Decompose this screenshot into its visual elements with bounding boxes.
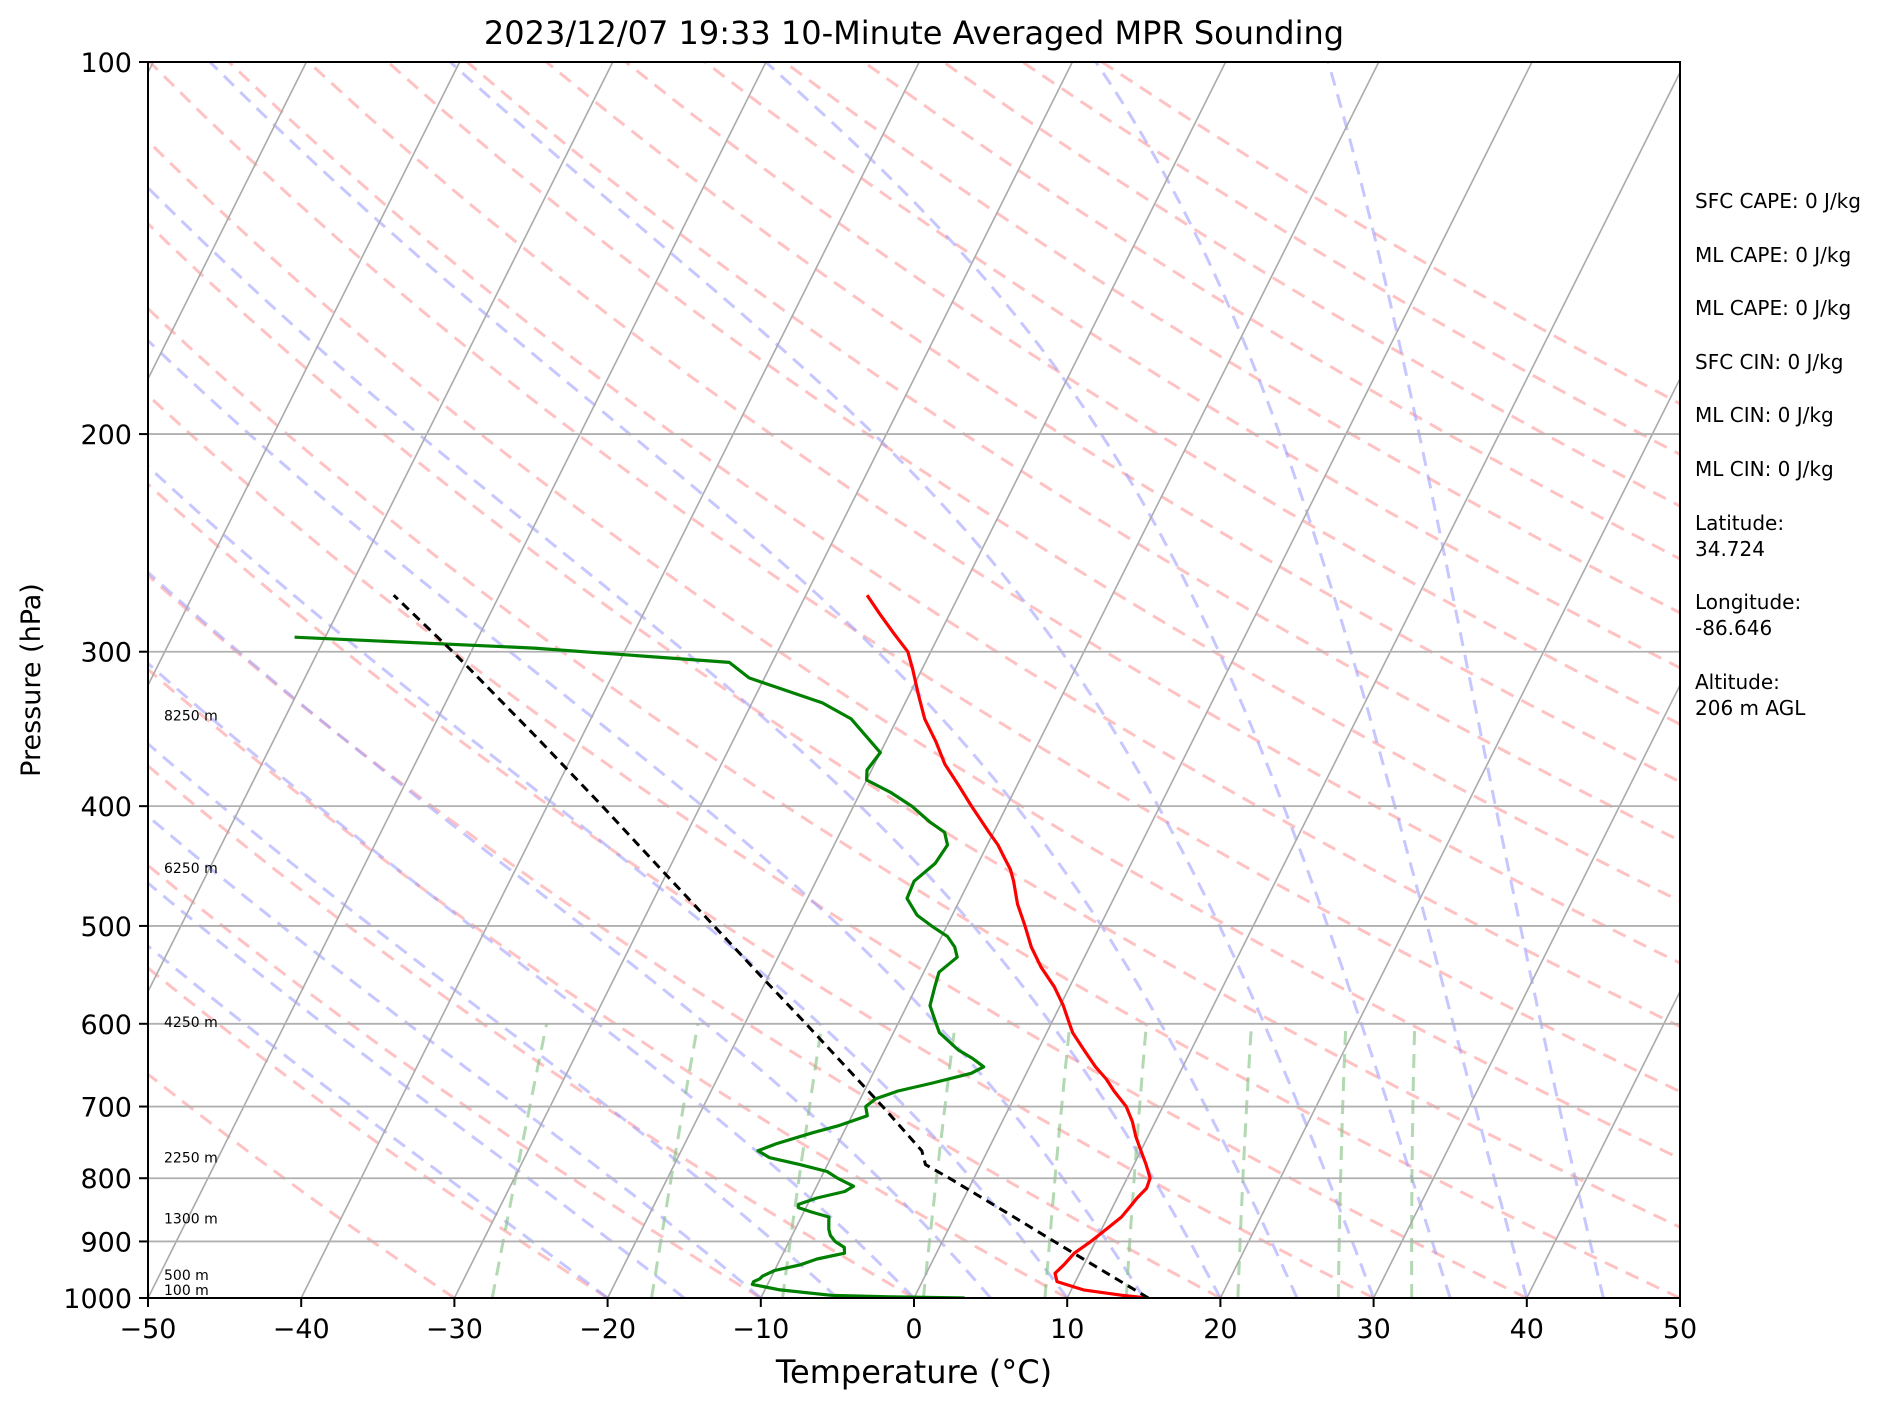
y-tick-label: 1000	[63, 1284, 132, 1315]
x-tick-label: 20	[1203, 1314, 1237, 1345]
height-label: 500 m	[164, 1268, 209, 1284]
info-line: 206 m AGL	[1695, 696, 1806, 720]
moist-adiabat	[1094, 62, 1529, 1298]
isotherm	[760, 62, 1380, 1298]
height-label: 4250 m	[164, 1015, 218, 1031]
moist-adiabat	[148, 944, 609, 1298]
dry-adiabat	[148, 863, 762, 1298]
moist-adiabat	[148, 661, 916, 1298]
y-tick-label: 500	[80, 912, 132, 943]
moist-adiabat	[148, 570, 992, 1298]
isotherm	[1526, 989, 1680, 1298]
info-line: SFC CAPE: 0 J/kg	[1695, 189, 1861, 213]
dry-adiabat	[148, 306, 1680, 1298]
moist-adiabat	[449, 62, 1376, 1298]
temperature-line	[865, 594, 1152, 1298]
isotherm	[1066, 70, 1680, 1298]
x-axis: −50 −40 −30 −20 −10 0 10 20 30 40 50	[120, 1298, 1697, 1345]
info-line: Longitude:	[1695, 590, 1801, 614]
x-tick-label: −10	[732, 1314, 789, 1345]
height-label: 6250 m	[164, 861, 218, 877]
dry-adiabat	[148, 221, 1680, 1229]
isotherm	[1219, 377, 1680, 1298]
isotherm	[1372, 683, 1680, 1298]
dry-adiabat	[148, 763, 915, 1298]
y-tick-label: 800	[80, 1164, 132, 1195]
x-axis-label: Temperature (°C)	[775, 1353, 1052, 1391]
isotherm	[300, 62, 920, 1298]
height-label: 8250 m	[164, 709, 218, 725]
isotherm	[148, 62, 767, 1298]
height-label: 1300 m	[164, 1211, 218, 1227]
y-axis-label: Pressure (hPa)	[16, 583, 47, 777]
info-line: SFC CIN: 0 J/kg	[1695, 350, 1843, 374]
y-axis: 1000 900 800 700 600 500 400 300 200 100	[63, 48, 148, 1315]
info-line: -86.646	[1695, 616, 1772, 640]
isotherm	[913, 62, 1533, 1298]
info-line: Altitude:	[1695, 670, 1780, 694]
x-tick-label: −20	[579, 1314, 636, 1345]
x-tick-label: 0	[905, 1314, 922, 1345]
y-tick-label: 200	[80, 420, 132, 451]
x-tick-label: 30	[1356, 1314, 1390, 1345]
isotherm	[148, 62, 614, 994]
dry-adiabat	[148, 138, 1680, 1161]
info-panel: SFC CAPE: 0 J/kg ML CAPE: 0 J/kg ML CAPE: …	[1695, 189, 1861, 720]
info-line: ML CAPE: 0 J/kg	[1695, 243, 1851, 267]
dry-adiabat	[148, 573, 1222, 1298]
info-line: 34.724	[1695, 537, 1765, 561]
moist-adiabat	[148, 185, 1222, 1298]
height-label: 2250 m	[164, 1151, 218, 1167]
dry-adiabat	[148, 62, 1680, 1094]
isotherm	[453, 62, 1074, 1298]
dry-adiabat	[148, 482, 1375, 1298]
moist-adiabat	[148, 881, 686, 1298]
isotherm	[148, 62, 461, 687]
sounding-series	[294, 594, 1152, 1298]
isotherm	[148, 62, 308, 381]
info-line: ML CAPE: 0 J/kg	[1695, 296, 1851, 320]
y-tick-label: 400	[80, 792, 132, 823]
moist-adiabat	[148, 338, 1146, 1298]
x-tick-label: 50	[1663, 1314, 1697, 1345]
dry-adiabat	[148, 393, 1528, 1298]
y-tick-label: 600	[80, 1010, 132, 1041]
y-tick-label: 100	[80, 48, 132, 79]
dry-adiabat	[227, 62, 1680, 1029]
moist-adiabat	[764, 62, 1452, 1298]
height-label: 100 m	[164, 1283, 209, 1299]
chart-title: 2023/12/07 19:33 10-Minute Averaged MPR …	[484, 14, 1344, 52]
dry-adiabat	[148, 667, 1068, 1298]
x-tick-label: −50	[120, 1314, 177, 1345]
info-line: Latitude:	[1695, 511, 1784, 535]
dewpoint-line	[294, 635, 986, 1298]
x-tick-label: −40	[273, 1314, 330, 1345]
x-tick-label: 10	[1050, 1314, 1084, 1345]
y-tick-label: 900	[80, 1227, 132, 1258]
x-tick-label: 40	[1510, 1314, 1544, 1345]
y-tick-label: 700	[80, 1093, 132, 1124]
moist-adiabat	[1326, 62, 1605, 1298]
moist-adiabat	[148, 741, 839, 1298]
y-tick-label: 300	[80, 638, 132, 669]
x-tick-label: −30	[426, 1314, 483, 1345]
moist-adiabat	[208, 62, 1299, 1298]
info-line: ML CIN: 0 J/kg	[1695, 403, 1834, 427]
info-line: ML CIN: 0 J/kg	[1695, 457, 1834, 481]
moist-adiabat	[148, 814, 762, 1298]
